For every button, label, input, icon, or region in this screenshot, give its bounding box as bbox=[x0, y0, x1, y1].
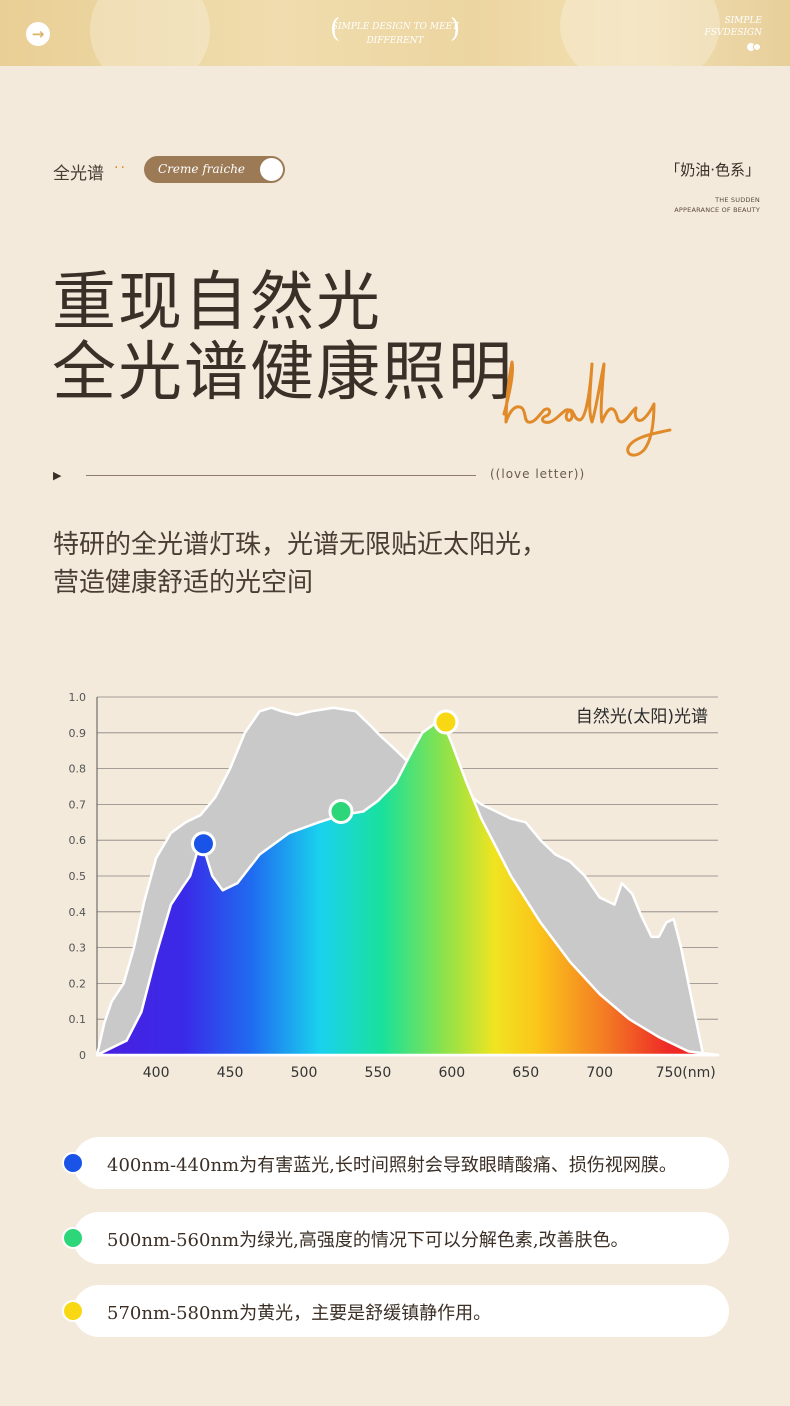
y-tick-label: 0.8 bbox=[69, 763, 87, 776]
x-tick-label: 450 bbox=[217, 1065, 244, 1081]
note-text: 500nm-560nm为绿光,高强度的情况下可以分解色素,改善肤色。 bbox=[107, 1230, 629, 1251]
x-tick-label: 650 bbox=[512, 1065, 539, 1081]
color-dot-icon bbox=[62, 1227, 84, 1249]
note-item bbox=[73, 1137, 729, 1189]
note-item bbox=[73, 1212, 729, 1264]
legend-label: 自然光(太阳)光谱 bbox=[576, 707, 708, 727]
note-text: 570nm-580nm为黄光，主要是舒缓镇静作用。 bbox=[107, 1303, 492, 1324]
divider-line bbox=[86, 475, 476, 476]
y-tick-label: 0 bbox=[79, 1049, 86, 1062]
peak-marker bbox=[433, 709, 459, 735]
y-tick-label: 0.5 bbox=[69, 870, 87, 883]
headline: 重现自然光 全光谱健康照明 bbox=[52, 268, 514, 408]
tag-dots: ·· bbox=[114, 160, 127, 176]
color-dot-icon bbox=[62, 1152, 84, 1174]
y-tick-label: 0.1 bbox=[69, 1013, 87, 1026]
y-tick-label: 0.3 bbox=[69, 942, 87, 955]
love-letter-label: ((love letter)) bbox=[490, 467, 586, 481]
toggle-icon bbox=[747, 43, 761, 51]
y-tick-label: 0.4 bbox=[69, 906, 87, 919]
x-tick-label: 750(nm) bbox=[656, 1065, 716, 1081]
x-tick-label: 550 bbox=[365, 1065, 392, 1081]
banner-brand: SIMPLE FSVDESIGN bbox=[704, 16, 762, 38]
description: 特研的全光谱灯珠，光谱无限贴近太阳光， 营造健康舒适的光空间 bbox=[53, 526, 547, 602]
note-text: 400nm-440nm为有害蓝光,长时间照射会导致眼睛酸痛、损伤视网膜。 bbox=[107, 1155, 677, 1176]
x-tick-label: 500 bbox=[291, 1065, 318, 1081]
pill-text: Creme fraiche bbox=[158, 162, 246, 176]
y-tick-label: 0.7 bbox=[69, 798, 87, 811]
description-line-2: 营造健康舒适的光空间 bbox=[53, 568, 314, 598]
series-markers bbox=[190, 709, 459, 857]
spectrum-chart: 0 0.1 0.2 0.3 0.4 0.5 0.6 0.7 0.8 0.9 1.0 400 450 50… bbox=[69, 691, 720, 1081]
series-label: 「奶油·色系」 bbox=[665, 161, 760, 179]
description-line-1: 特研的全光谱灯珠，光谱无限贴近太阳光， bbox=[53, 530, 548, 560]
left-paren: ( bbox=[330, 14, 341, 44]
banner-slogan: SIMPLE DESIGN TO MEET DIFFERENT bbox=[331, 22, 459, 46]
series-areas bbox=[95, 706, 720, 1057]
banner-decoration bbox=[560, 0, 720, 66]
top-banner: → ( SIMPLE DESIGN TO MEET DIFFERENT ) SI… bbox=[0, 0, 790, 66]
toggle-pill[interactable]: Creme fraiche bbox=[144, 156, 285, 183]
healthy-script: healthy bbox=[500, 352, 672, 457]
y-tick-label: 0.2 bbox=[69, 977, 87, 990]
x-tick-label: 400 bbox=[143, 1065, 170, 1081]
peak-marker bbox=[328, 799, 354, 825]
y-tick-label: 1.0 bbox=[69, 691, 87, 704]
tagline: THE SUDDEN APPEARANCE OF BEAUTY bbox=[674, 196, 760, 214]
led-spectrum-area bbox=[95, 720, 720, 1057]
color-dot-icon bbox=[62, 1300, 84, 1322]
toggle-knob-icon bbox=[260, 158, 283, 181]
headline-line-2: 全光谱健康照明 bbox=[52, 336, 514, 410]
x-axis: 400 450 500 550 600 650 700 750(nm) bbox=[143, 1065, 716, 1081]
healthy-text: healthy bbox=[500, 352, 504, 353]
tag-label: 全光谱 bbox=[53, 164, 104, 184]
headline-line-1: 重现自然光 bbox=[52, 266, 382, 340]
banner-decoration bbox=[90, 0, 210, 66]
arrow-right-icon[interactable]: → bbox=[26, 22, 50, 46]
y-axis: 0 0.1 0.2 0.3 0.4 0.5 0.6 0.7 0.8 0.9 1.0 bbox=[69, 691, 87, 1062]
x-tick-label: 600 bbox=[438, 1065, 465, 1081]
peak-marker bbox=[190, 831, 216, 857]
play-icon[interactable]: ▶ bbox=[53, 469, 62, 482]
right-paren: ) bbox=[450, 14, 461, 44]
x-tick-label: 700 bbox=[586, 1065, 613, 1081]
y-tick-label: 0.9 bbox=[69, 727, 87, 740]
note-item bbox=[73, 1285, 729, 1337]
y-tick-label: 0.6 bbox=[69, 834, 87, 847]
